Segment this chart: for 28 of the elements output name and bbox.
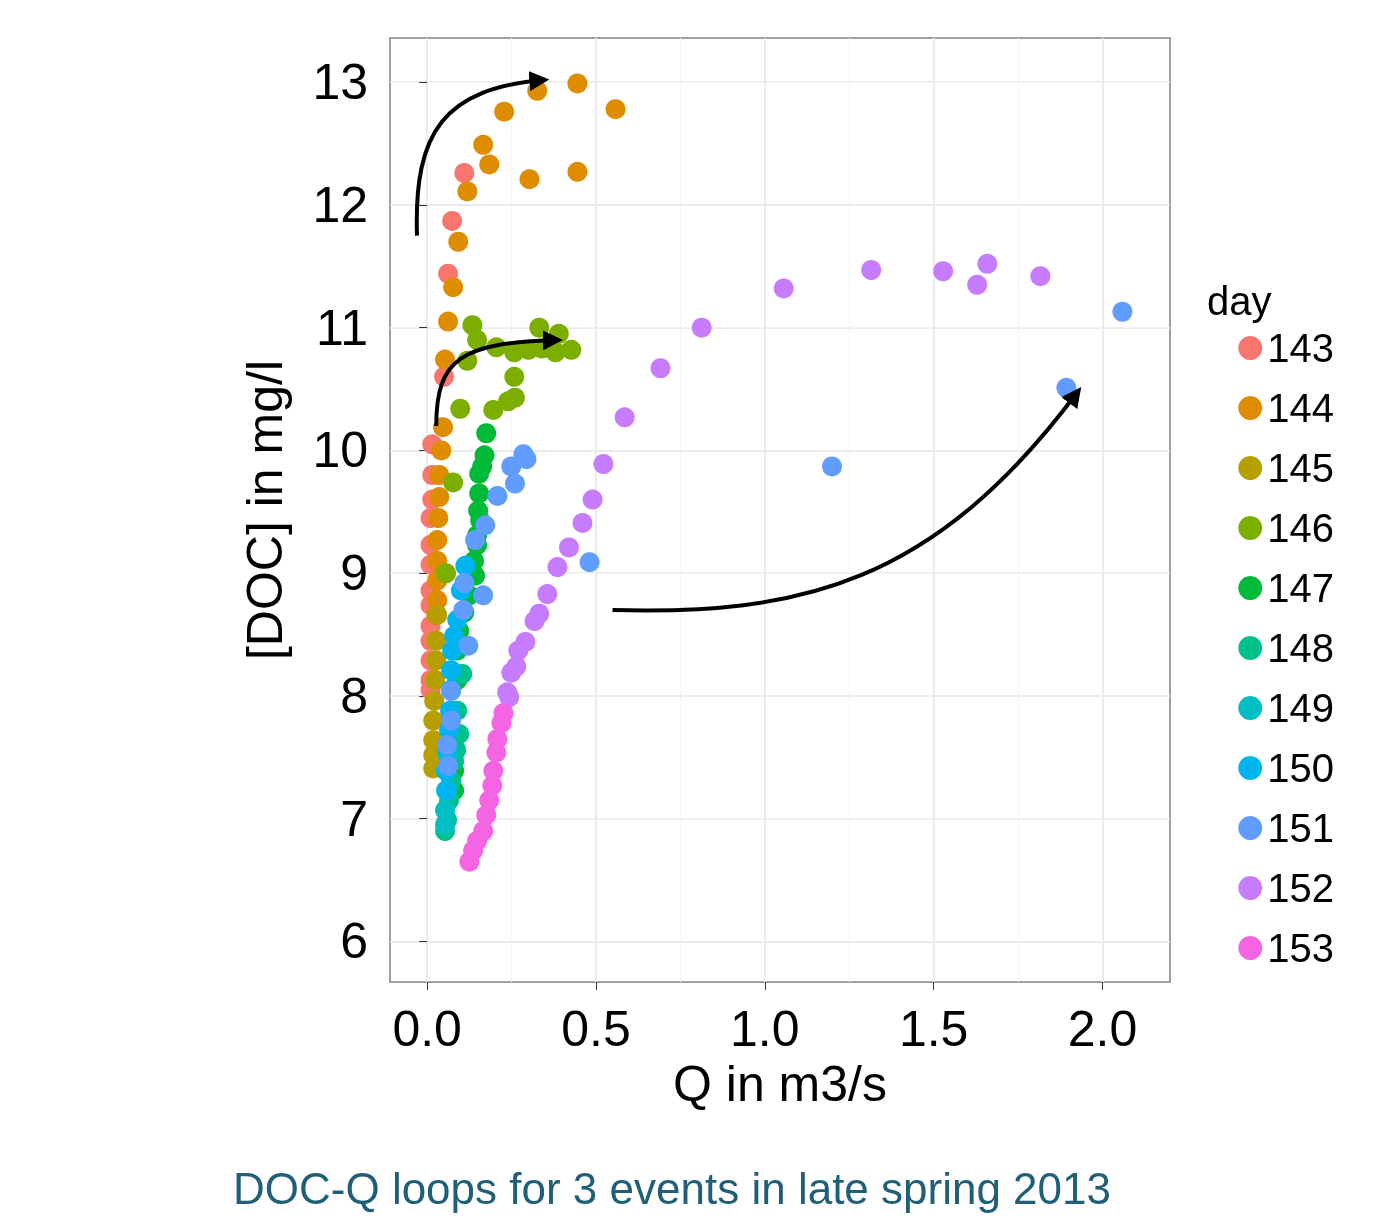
- legend-label: 150: [1267, 746, 1335, 790]
- y-tick-label: 12: [312, 176, 368, 233]
- x-tick-label: 1.0: [730, 1001, 800, 1057]
- x-tick-label: 2.0: [1067, 1001, 1138, 1057]
- legend-label: 146: [1267, 506, 1335, 550]
- x-tick-label: 1.5: [898, 1001, 969, 1057]
- legend-label: 149: [1267, 686, 1335, 730]
- legend-label: 148: [1267, 626, 1335, 670]
- y-tick-label: 8: [340, 667, 368, 724]
- x-tick-label: 0.0: [392, 1001, 462, 1057]
- text: DOC-Q loops for 3 events in late spring 2013: [233, 1163, 1112, 1213]
- x-axis-title: Q in m3/s: [673, 1055, 887, 1112]
- legend-label: 153: [1267, 926, 1335, 970]
- y-axis-title: [DOC] in mg/l: [237, 359, 293, 661]
- legend-label: 144: [1267, 386, 1335, 430]
- y-tick-label: 11: [316, 299, 368, 356]
- legend-label: 143: [1267, 326, 1335, 370]
- y-tick-label: 6: [340, 913, 368, 970]
- legend-label: 145: [1267, 446, 1335, 490]
- legend-label: 147: [1267, 566, 1335, 610]
- legend-title: day: [1207, 279, 1272, 323]
- legend-label: 151: [1267, 806, 1335, 850]
- legend-label: 152: [1267, 866, 1335, 910]
- x-tick-label: 0.5: [561, 1001, 631, 1057]
- y-tick-label: 9: [340, 545, 368, 602]
- y-tick-label: 10: [312, 422, 368, 479]
- y-tick-label: 13: [312, 54, 368, 111]
- y-tick-label: 7: [340, 790, 368, 847]
